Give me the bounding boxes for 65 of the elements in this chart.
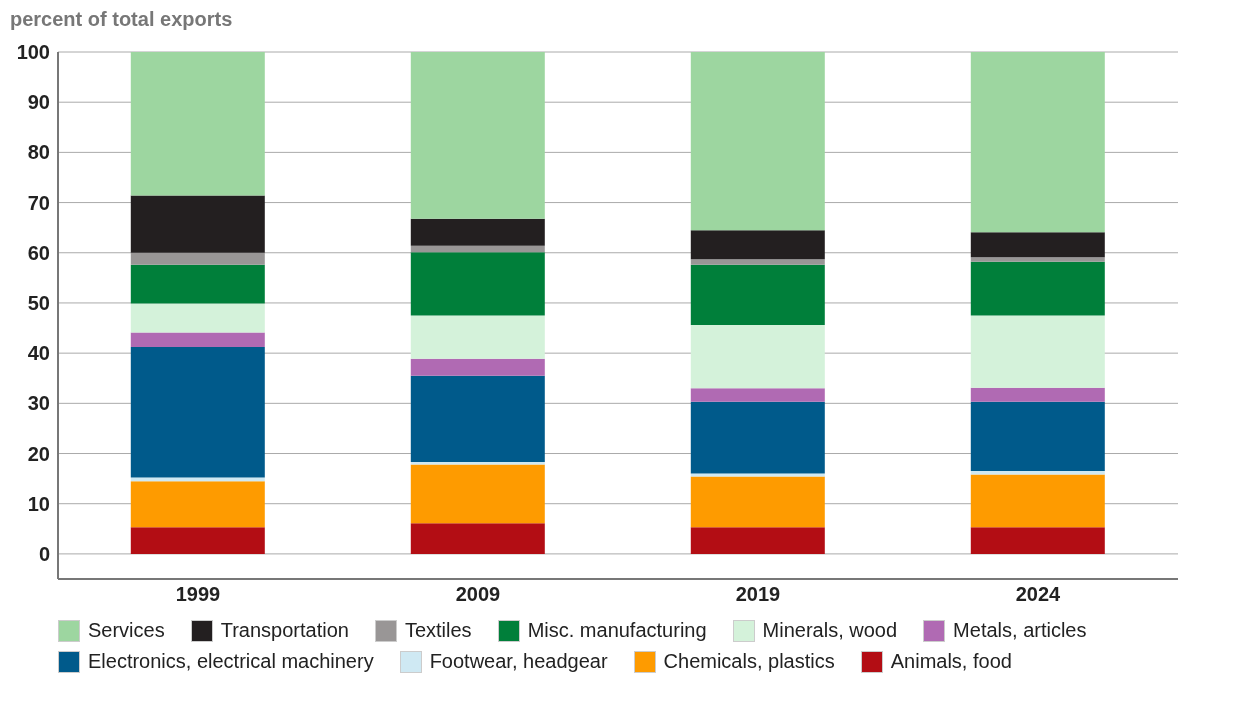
legend-label: Transportation	[220, 619, 349, 642]
bar	[410, 375, 545, 463]
bar	[410, 523, 545, 554]
bar	[690, 401, 825, 474]
bar	[690, 259, 825, 265]
bar	[690, 325, 825, 389]
y-tick-label: 90	[27, 91, 50, 114]
bar	[690, 527, 825, 554]
legend-label: Services	[88, 619, 165, 642]
bar	[970, 52, 1105, 233]
bar	[970, 261, 1105, 316]
y-tick-label: 80	[27, 141, 50, 164]
bar	[970, 471, 1105, 475]
x-tick-label: 2024	[1015, 583, 1062, 606]
legend-label: Misc. manufacturing	[527, 619, 707, 642]
bar	[690, 52, 825, 231]
legend-label: Footwear, headgear	[429, 650, 608, 673]
bar	[130, 52, 265, 196]
bar	[690, 476, 825, 528]
bar	[410, 464, 545, 524]
x-tick-label: 2009	[455, 583, 501, 606]
bar	[970, 527, 1105, 554]
bar	[130, 303, 265, 333]
bar	[690, 473, 825, 477]
bar	[970, 315, 1105, 388]
bar	[970, 232, 1105, 258]
legend-label: Minerals, wood	[762, 619, 898, 642]
bar	[970, 257, 1105, 262]
bar	[690, 230, 825, 260]
y-tick-label: 50	[27, 292, 50, 315]
x-tick-label: 2019	[735, 583, 781, 606]
bar	[410, 218, 545, 246]
y-tick-label: 30	[27, 392, 50, 415]
bar	[690, 388, 825, 402]
legend-label: Electronics, electrical machinery	[88, 650, 374, 673]
y-axis-title: percent of total exports	[10, 8, 234, 32]
bar	[130, 264, 265, 304]
y-tick-label: 70	[27, 191, 50, 214]
bar	[130, 252, 265, 265]
legend-label: Animals, food	[890, 650, 1012, 673]
bar	[970, 474, 1105, 528]
y-tick-label: 20	[27, 442, 50, 465]
bar	[410, 315, 545, 359]
y-tick-label: 100	[16, 41, 50, 64]
legend-label: Chemicals, plastics	[663, 650, 835, 673]
y-tick-label: 60	[27, 241, 50, 264]
bar	[410, 358, 545, 376]
bar	[970, 387, 1105, 402]
x-tick-label: 1999	[175, 583, 221, 606]
bar	[970, 401, 1105, 472]
bar	[410, 252, 545, 316]
bar	[130, 347, 265, 478]
bar	[410, 52, 545, 219]
bar	[130, 195, 265, 253]
y-tick-label: 0	[38, 543, 50, 565]
bar	[130, 527, 265, 554]
bar	[130, 481, 265, 528]
bar	[130, 332, 265, 348]
legend-label: Metals, articles	[953, 619, 1087, 642]
bar	[410, 462, 545, 465]
bar	[410, 245, 545, 253]
y-tick-label: 40	[27, 342, 50, 365]
y-tick-label: 10	[27, 492, 50, 515]
bar	[690, 264, 825, 326]
legend-label: Textiles	[404, 619, 472, 642]
